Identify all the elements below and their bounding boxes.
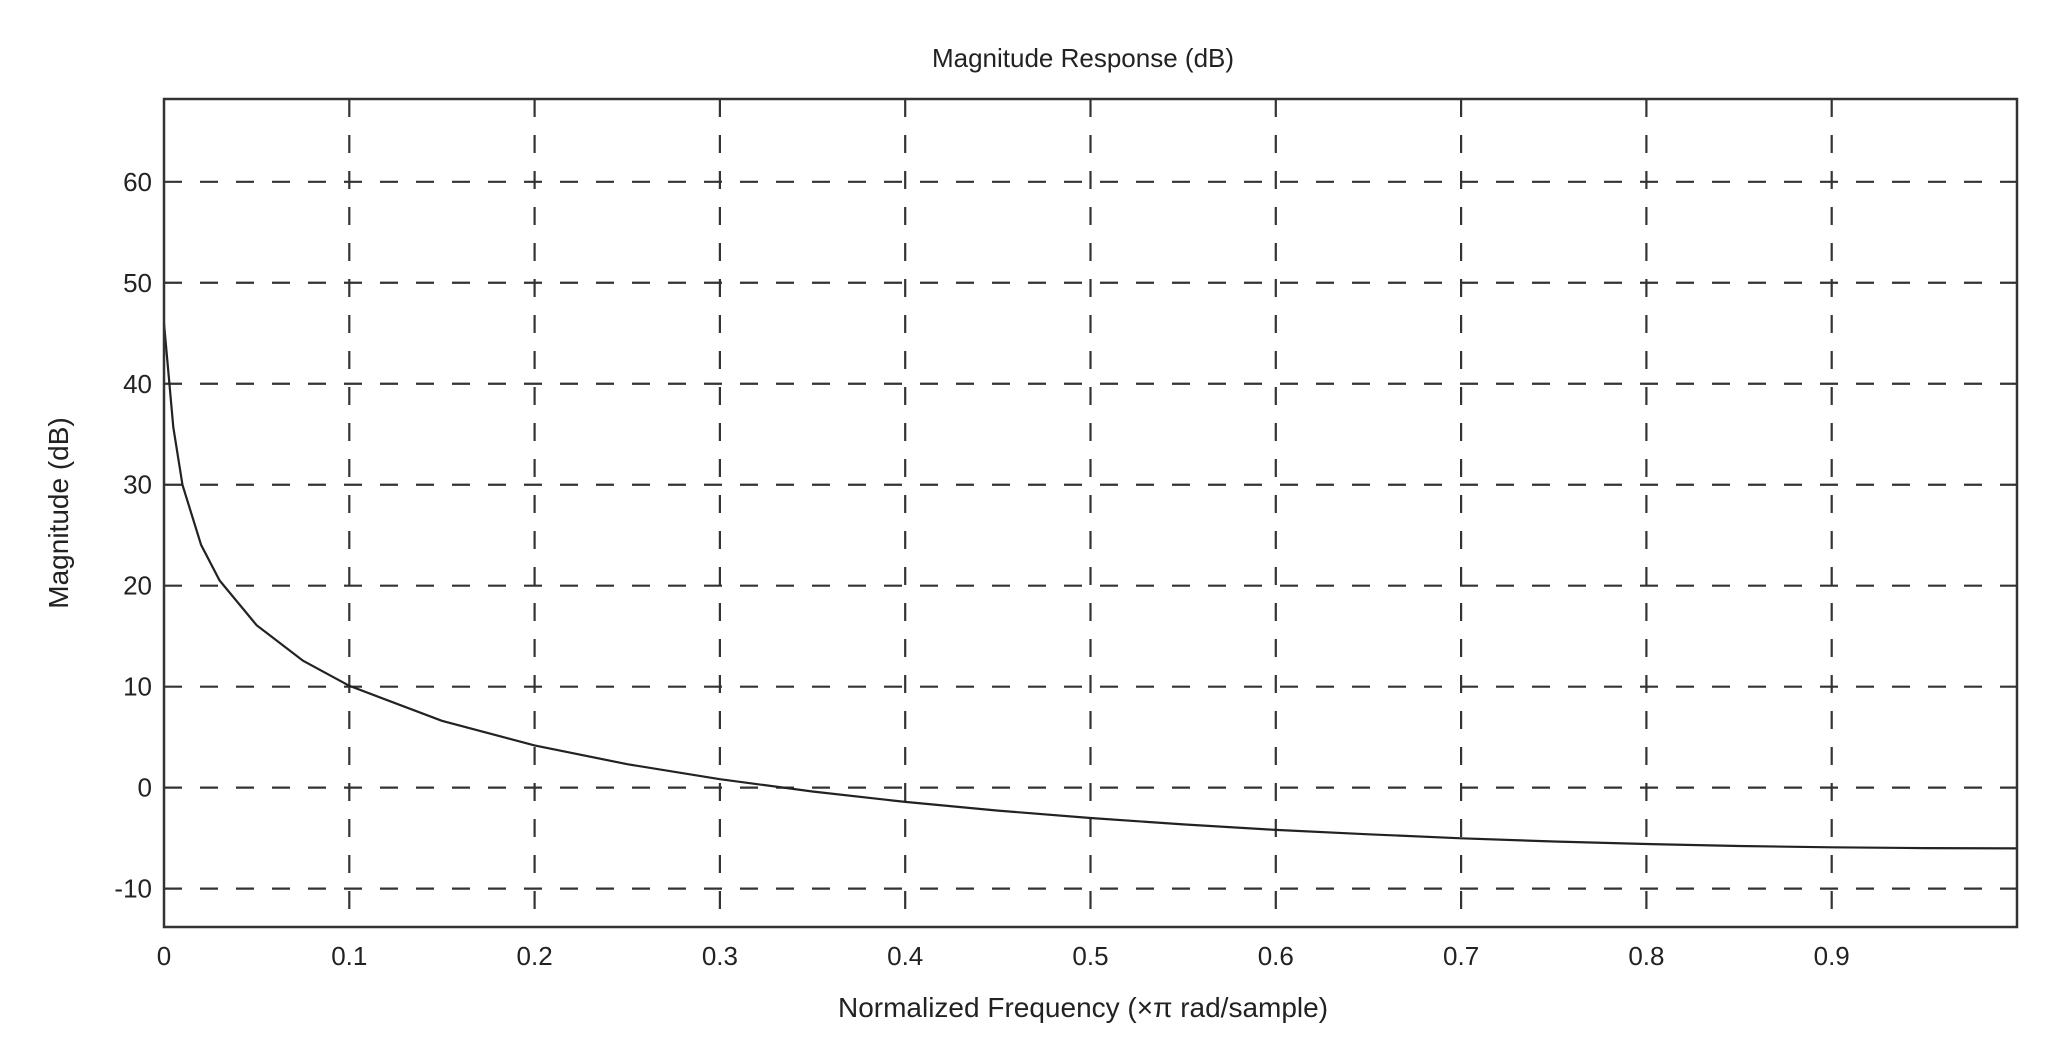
x-tick-label: 0.6	[1258, 941, 1294, 971]
x-tick-label: 0.9	[1814, 941, 1850, 971]
x-tick-label: 0	[157, 941, 171, 971]
x-tick-label: 0.2	[517, 941, 553, 971]
y-tick-label: -10	[114, 874, 152, 904]
x-tick-label: 0.5	[1072, 941, 1108, 971]
y-tick-label: 40	[123, 369, 152, 399]
x-axis-label: Normalized Frequency (×π rad/sample)	[838, 992, 1328, 1023]
x-tick-labels: 0 0.1 0.2 0.3 0.4 0.5 0.6 0.7 0.8 0.9	[157, 941, 1850, 971]
x-tick-label: 0.3	[702, 941, 738, 971]
chart-title: Magnitude Response (dB)	[932, 43, 1234, 73]
y-tick-label: 50	[123, 268, 152, 298]
y-axis-label: Magnitude (dB)	[43, 417, 74, 608]
y-tick-label: 0	[138, 773, 152, 803]
plot-axes-box	[162, 97, 2019, 929]
y-tick-label: 30	[123, 470, 152, 500]
y-tick-labels: -10 0 10 20 30 40 50 60	[114, 167, 152, 904]
y-tick-label: 10	[123, 672, 152, 702]
grid-lines	[164, 99, 2017, 927]
x-tick-label: 0.7	[1443, 941, 1479, 971]
magnitude-line	[162, 323, 2018, 850]
y-tick-label: 20	[123, 571, 152, 601]
x-tick-label: 0.4	[887, 941, 923, 971]
y-tick-label: 60	[123, 167, 152, 197]
x-tick-label: 0.1	[331, 941, 367, 971]
x-tick-label: 0.8	[1628, 941, 1664, 971]
